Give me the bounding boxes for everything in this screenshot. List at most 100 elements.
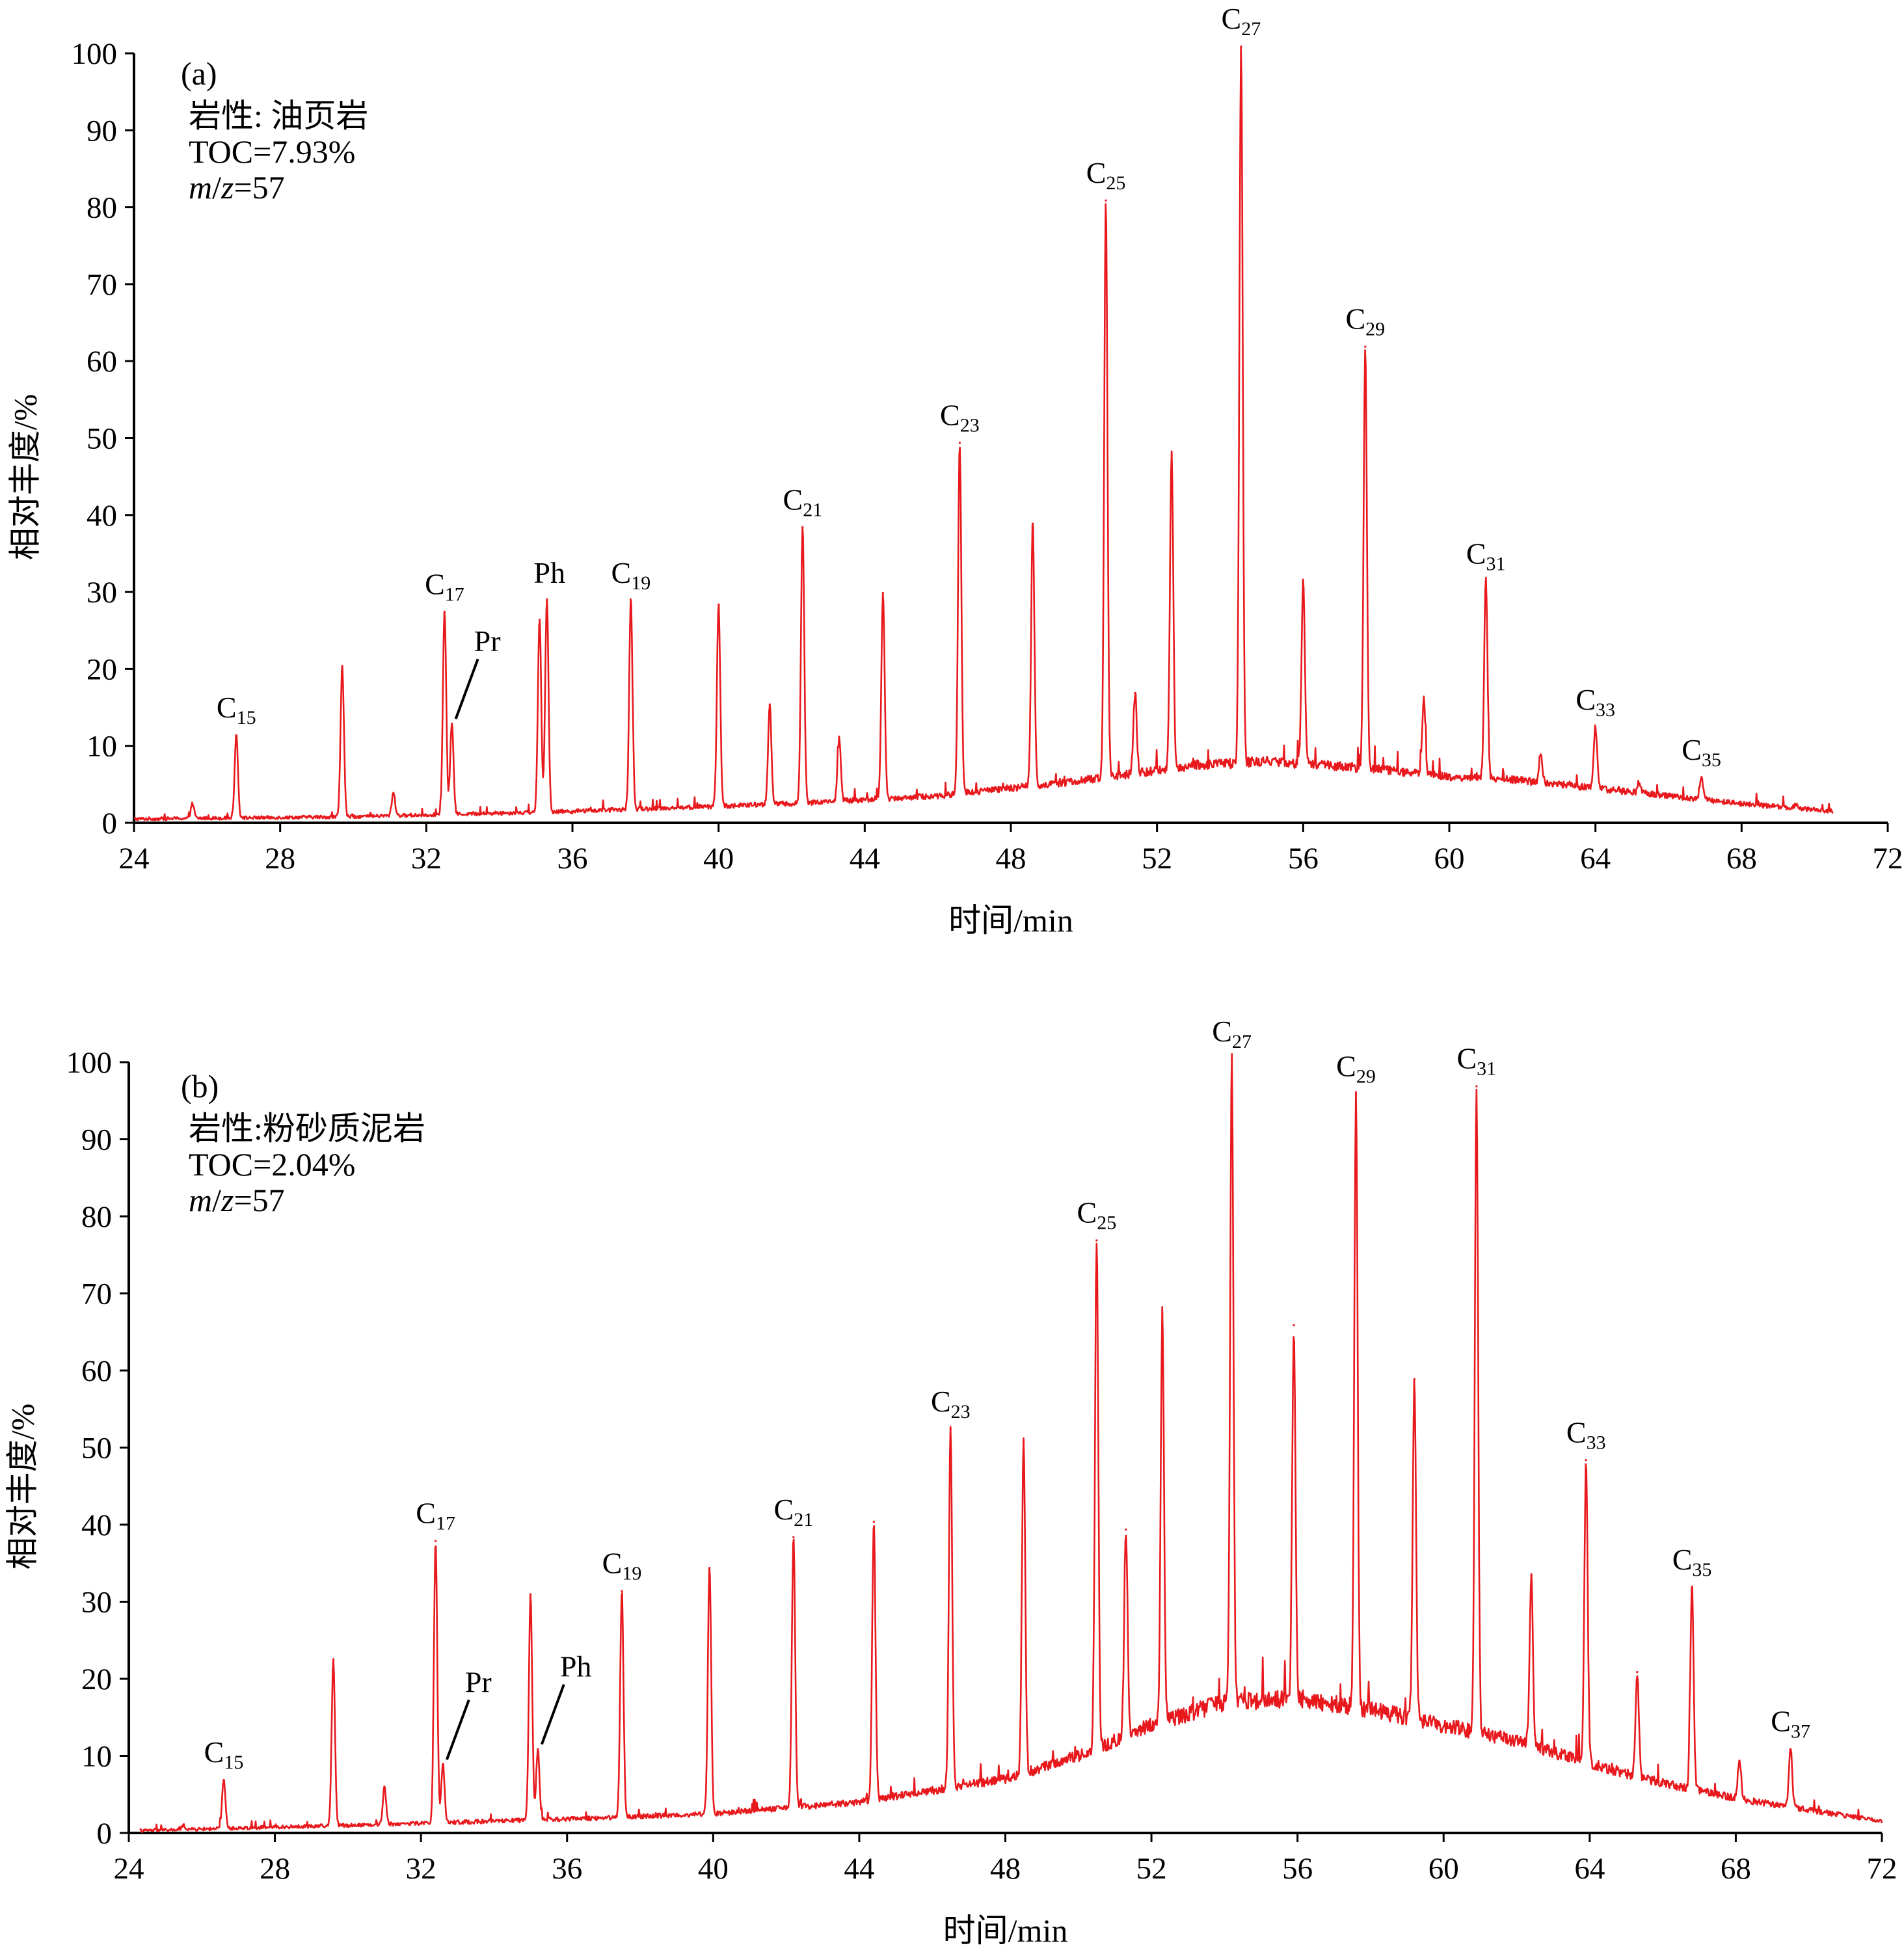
- y-tick-label: 10: [81, 1740, 112, 1774]
- x-tick-label: 48: [990, 1852, 1021, 1886]
- peak-label-subscript: 33: [1587, 1432, 1606, 1453]
- x-axis-title: 时间/min: [948, 902, 1073, 939]
- peak-label-subscript: 15: [237, 707, 256, 729]
- y-tick-label: 20: [87, 652, 117, 686]
- x-tick-label: 44: [844, 1852, 874, 1886]
- y-tick-label: 70: [81, 1277, 112, 1311]
- peak-label: C33: [1575, 683, 1615, 721]
- peak-label: C35: [1682, 733, 1721, 771]
- y-axis-title: 相对丰度/%: [4, 1404, 40, 1570]
- peak-label: C31: [1456, 1042, 1496, 1080]
- x-tick-label: 28: [260, 1852, 290, 1886]
- peak-label-letter: C: [1771, 1705, 1791, 1738]
- mz-z: z: [221, 169, 234, 206]
- peak-label-subscript: 29: [1365, 319, 1385, 340]
- peak-label-letter: C: [425, 568, 445, 601]
- peak-label: C27: [1212, 1015, 1252, 1052]
- peak-label-letter: C: [1212, 1015, 1232, 1048]
- peak-label-letter: C: [1077, 1196, 1097, 1229]
- peak-label-subscript: 37: [1791, 1721, 1810, 1743]
- peak-label: C27: [1222, 2, 1261, 40]
- toc-text: TOC=7.93%: [189, 133, 355, 170]
- peak-label-subscript: 35: [1702, 749, 1721, 771]
- panel-label: (a): [181, 55, 217, 92]
- mz-rest: =57: [234, 1182, 284, 1218]
- x-tick-label: 56: [1288, 842, 1319, 876]
- x-tick-label: 40: [698, 1852, 729, 1886]
- y-tick-label: 90: [87, 114, 117, 148]
- peak-label-letter: C: [602, 1547, 623, 1580]
- y-tick-label: 100: [66, 1046, 113, 1080]
- mz-text: m/z=57: [189, 1182, 285, 1218]
- peak-label: C19: [611, 556, 651, 594]
- x-tick-label: 28: [265, 842, 295, 876]
- peak-label-subscript: 23: [960, 414, 980, 436]
- x-axis-title: 时间/min: [943, 1912, 1068, 1949]
- peak-label-letter: C: [1672, 1543, 1693, 1576]
- x-tick-label: 72: [1867, 1852, 1897, 1886]
- y-tick-label: 80: [87, 191, 117, 225]
- x-tick-label: 56: [1282, 1852, 1313, 1886]
- peak-label-subscript: 23: [951, 1401, 971, 1423]
- y-tick-label: 30: [81, 1586, 112, 1620]
- peak-label-letter: C: [774, 1493, 794, 1526]
- peak-label-subscript: 19: [622, 1563, 641, 1584]
- peak-label-letter: C: [1086, 156, 1106, 189]
- y-tick-label: 40: [87, 499, 117, 533]
- peak-label-letter: C: [1336, 1049, 1356, 1082]
- x-tick-label: 64: [1574, 1852, 1605, 1886]
- toc-text: TOC=2.04%: [189, 1146, 355, 1183]
- peak-label: C21: [774, 1493, 814, 1531]
- peak-label: C17: [416, 1497, 455, 1534]
- peak-label: C21: [783, 483, 823, 521]
- mz-z: z: [221, 1182, 234, 1218]
- x-tick-label: 64: [1580, 842, 1611, 876]
- peak-label: C17: [425, 568, 464, 606]
- peak-label-letter: C: [1466, 537, 1486, 570]
- peak-label: Ph: [533, 556, 565, 589]
- peak-leader-line: [540, 1683, 565, 1745]
- x-tick-label: 24: [114, 1852, 144, 1886]
- peak-label: C19: [602, 1547, 642, 1584]
- x-tick-label: 36: [557, 842, 588, 876]
- peak-label-letter: C: [783, 483, 803, 516]
- chromatogram-trace: [133, 46, 1834, 822]
- y-tick-label: 60: [87, 345, 117, 379]
- peak-label: C29: [1336, 1049, 1376, 1087]
- x-tick-label: 36: [552, 1852, 582, 1886]
- peak-label-letter: C: [1566, 1415, 1587, 1449]
- x-tick-label: 68: [1726, 842, 1757, 876]
- peak-label: Pr: [465, 1665, 492, 1698]
- chromatogram-panel-a: 24 28 32 36 40 44 48 52 56 60 64 68 72 0 10 20 30 40 50 60 7…: [7, 2, 1903, 939]
- peak-label: Pr: [474, 624, 501, 658]
- y-tick-label: 50: [87, 422, 117, 456]
- peak-label-letter: C: [1222, 2, 1242, 35]
- peak-label-letter: C: [1682, 733, 1702, 766]
- mz-m: m: [189, 1182, 212, 1218]
- peak-label: C37: [1771, 1705, 1810, 1743]
- peak-label: C33: [1566, 1415, 1606, 1453]
- peak-label: C35: [1672, 1543, 1712, 1581]
- peak-label-subscript: 21: [803, 500, 822, 521]
- peak-label: C31: [1466, 537, 1506, 574]
- peak-label-letter: C: [940, 398, 960, 431]
- peak-label-subscript: 27: [1241, 18, 1261, 40]
- peak-label-subscript: 17: [436, 1513, 455, 1534]
- mz-slash: /: [212, 169, 221, 206]
- mz-m: m: [189, 169, 212, 206]
- y-tick-label: 50: [81, 1432, 112, 1465]
- lithology-text: 岩性: 油页岩: [189, 98, 368, 134]
- peak-label: C23: [940, 398, 980, 436]
- x-tick-label: 52: [1142, 842, 1172, 876]
- y-tick-label: 40: [81, 1508, 112, 1542]
- peak-label: C29: [1345, 302, 1385, 340]
- y-tick-label: 80: [81, 1200, 112, 1234]
- peak-label-letter: C: [1345, 302, 1365, 336]
- peak-label: C25: [1086, 156, 1126, 194]
- peak-label-subscript: 31: [1486, 553, 1506, 574]
- panel-label: (b): [181, 1068, 219, 1104]
- peak-label-subscript: 33: [1596, 699, 1615, 721]
- y-axis-title: 相对丰度/%: [7, 394, 43, 561]
- x-tick-label: 72: [1873, 842, 1903, 876]
